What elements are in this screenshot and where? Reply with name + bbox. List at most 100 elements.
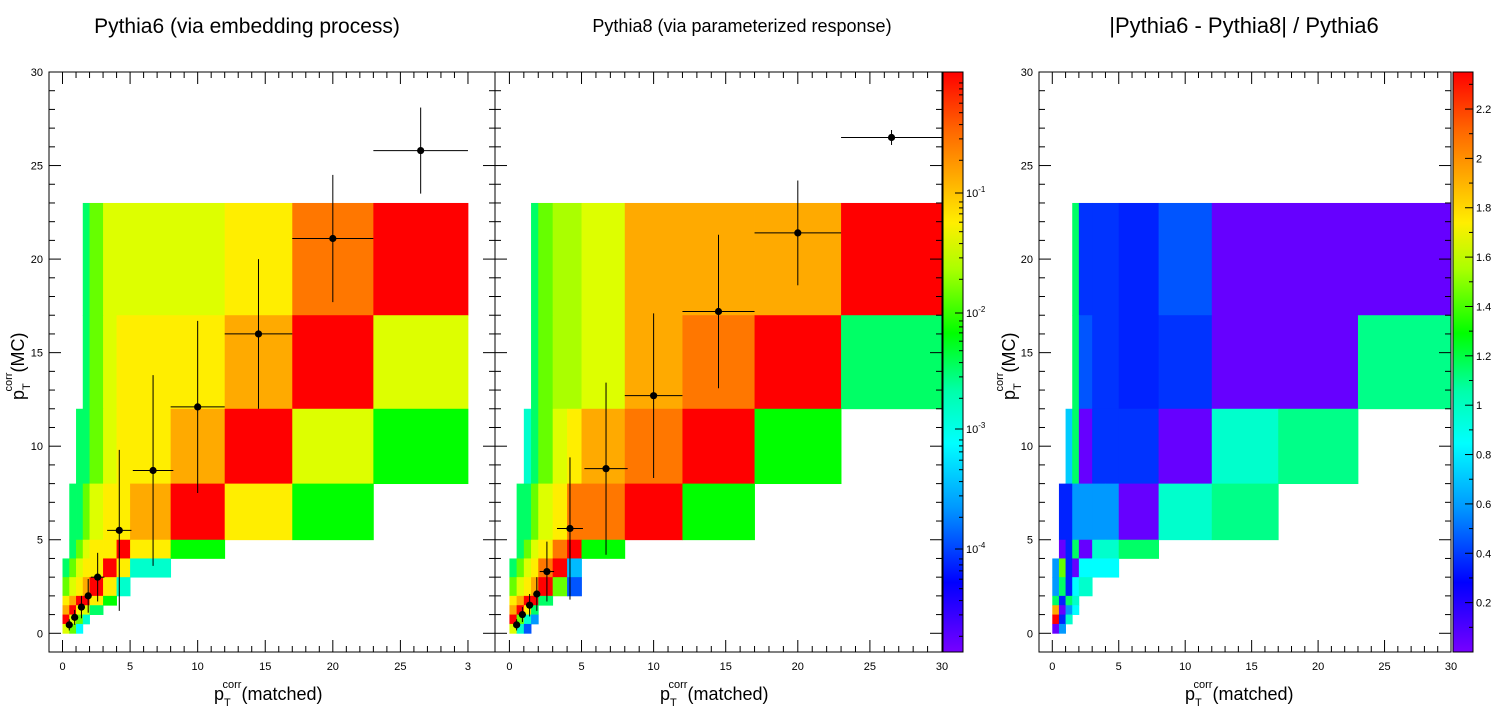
heatmap-cell — [130, 483, 172, 541]
heatmap-cell — [103, 595, 117, 606]
heatmap-cell — [531, 577, 539, 597]
heatmap-cell — [552, 202, 568, 316]
colorbar-tick-label: 1.6 — [1476, 252, 1491, 264]
y-tick-label: 30 — [1021, 67, 1033, 79]
data-point — [557, 457, 583, 600]
heatmap-cell — [82, 577, 90, 597]
y-tick-label: 15 — [1021, 348, 1033, 360]
data-point — [518, 607, 527, 623]
heatmap-cell — [89, 202, 104, 316]
heatmap-cell — [82, 595, 90, 606]
heatmap-cell — [581, 202, 626, 316]
heatmap-cell — [1058, 614, 1066, 625]
svg-text:pTcorr(MC): pTcorr(MC) — [994, 333, 1024, 400]
heatmap-cell — [552, 577, 568, 597]
heatmap-cell — [531, 614, 539, 625]
heatmap-cell — [1278, 408, 1359, 485]
data-point — [584, 382, 628, 555]
data-point — [754, 180, 842, 286]
heatmap-cell — [1072, 539, 1080, 559]
heatmap-cell — [1158, 483, 1213, 541]
title-right: |Pythia6 - Pythia8| / Pythia6 — [1109, 13, 1378, 38]
plot-frame — [494, 71, 943, 653]
heatmap-cell — [76, 614, 84, 625]
heatmap-cell — [89, 558, 104, 578]
heatmap-cell — [76, 595, 84, 606]
heatmap-cell — [1058, 623, 1066, 634]
heatmap-cell — [1158, 202, 1213, 316]
heatmap-cell — [82, 614, 90, 625]
heatmap-cell — [82, 605, 90, 615]
heatmap-cell — [567, 539, 582, 559]
colorbar-tick-label: 1.4 — [1476, 301, 1491, 313]
heatmap-cell — [1078, 202, 1093, 316]
heatmap-cell — [89, 605, 104, 615]
y-tick-label: 20 — [1021, 254, 1033, 266]
heatmap-cell — [1058, 605, 1066, 615]
heatmap-cell — [754, 408, 842, 485]
panel-pythia8: 0 5 10 15 20 25 30 — [494, 71, 948, 673]
x-axis-label-right: pTcorr(matched) — [1185, 679, 1294, 709]
heatmap-cell — [1105, 315, 1120, 410]
heatmap-cell — [1211, 202, 1279, 316]
y-tick-label: 30 — [31, 67, 43, 79]
heatmap-cell — [1211, 483, 1279, 541]
heatmap-cell — [76, 483, 84, 541]
heatmap-cell — [89, 539, 104, 559]
heatmap-cell — [531, 558, 539, 578]
x-tick-label: 30 — [936, 661, 948, 673]
heatmap-cell — [523, 614, 532, 625]
heatmap-cell — [170, 483, 226, 541]
y-tick-label: 5 — [1027, 535, 1033, 547]
heatmap-cell — [538, 202, 554, 316]
x-tick-label: 10 — [1179, 661, 1191, 673]
heatmap-cell — [1092, 483, 1106, 541]
x-tick-label: 0 — [506, 661, 512, 673]
heatmap-cell — [538, 577, 554, 597]
title-middle: Pythia8 (via parameterized response) — [592, 16, 891, 36]
svg-text:pTcorr(matched): pTcorr(matched) — [214, 679, 323, 709]
x-ticks: 0 5 10 15 20 25 30 — [1049, 72, 1457, 673]
heatmap-cell — [523, 595, 532, 606]
y-axis-label-right: pTcorr(MC) — [994, 333, 1024, 400]
heatmap-cell — [1158, 315, 1213, 410]
x-tick-label: 25 — [864, 661, 876, 673]
heatmap-cell — [1072, 558, 1080, 578]
colorbar-tick-label: 1 — [1476, 400, 1482, 412]
heatmap-cell — [1065, 408, 1073, 485]
x-tick-label: 0 — [1049, 661, 1055, 673]
heatmap-cell — [1357, 202, 1452, 316]
heatmap-cell — [130, 202, 172, 316]
heatmap-cell — [1058, 558, 1066, 578]
heatmap-cell — [509, 623, 518, 634]
heatmap-cell — [531, 483, 539, 541]
heatmap-cell — [567, 202, 582, 316]
heatmap-cell — [62, 595, 70, 606]
y-tick-label: 15 — [31, 348, 43, 360]
heatmap-cell — [116, 483, 131, 541]
data-points — [513, 130, 942, 631]
colorbar-tick-label: 10-2 — [966, 305, 986, 320]
heatmap-cell — [1065, 558, 1073, 578]
y-tick-label: 25 — [31, 161, 43, 173]
heatmap-cell — [130, 315, 172, 410]
heatmap-cell — [224, 408, 293, 485]
heatmap-cell — [89, 577, 104, 597]
heatmap-cell — [1118, 408, 1160, 485]
y-tick-label: 10 — [31, 441, 43, 453]
heatmap-cell — [841, 202, 943, 316]
y-tick-label: 0 — [37, 628, 43, 640]
heatmap-cell — [509, 558, 518, 578]
data-point — [132, 375, 174, 566]
heatmap-cell — [581, 408, 626, 485]
heatmap-cell — [373, 202, 469, 316]
heatmap-cell — [69, 595, 77, 606]
heatmap-cell — [116, 202, 131, 316]
heatmap-cell — [62, 577, 70, 597]
x-ticks: 0 5 10 15 20 25 3 — [59, 72, 471, 673]
heatmap-cell — [509, 577, 518, 597]
heatmap-cell — [116, 577, 131, 597]
colorbar-linear: 0.2 0.4 0.6 0.8 1 1.2 1.4 1.6 1.8 2 2.2 — [1452, 71, 1491, 653]
heatmap-cell — [531, 539, 539, 559]
